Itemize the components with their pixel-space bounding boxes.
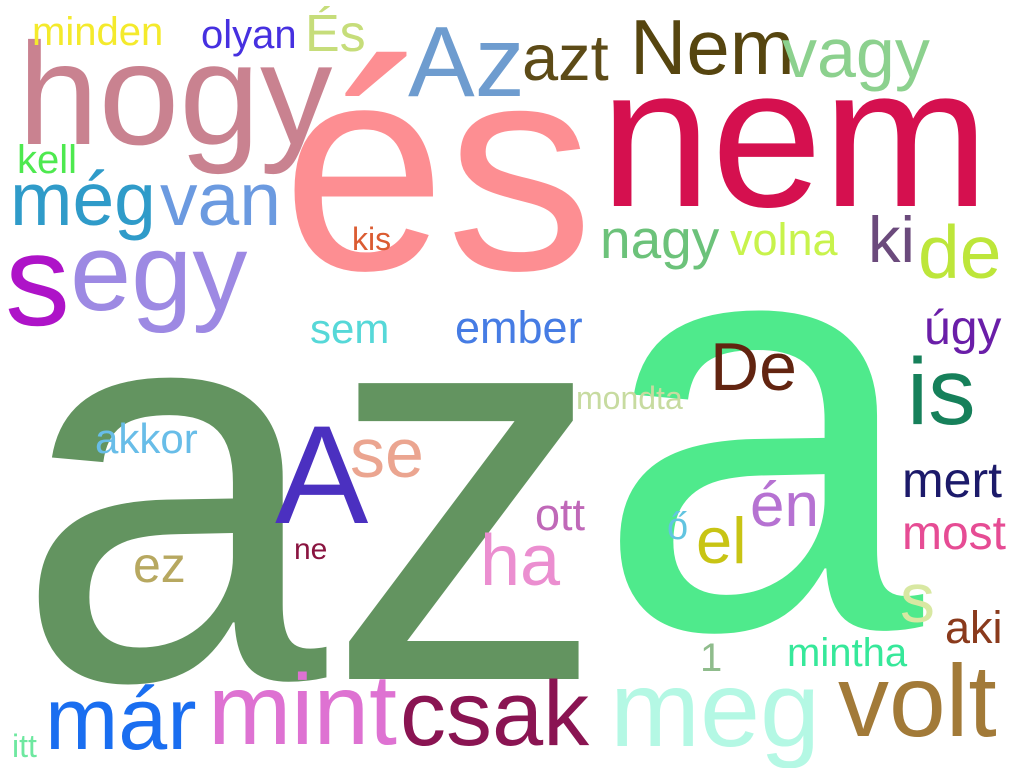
word-es-capital: És (305, 5, 366, 63)
word-nem: nem (600, 26, 990, 249)
word-a-capital: A (275, 396, 369, 553)
word-nem-capital: Nem (630, 3, 795, 91)
word-ugy: úgy (924, 302, 1002, 355)
word-az: az (15, 172, 607, 768)
word-is: is (907, 339, 976, 445)
word-a: a (595, 95, 924, 754)
word-ne: ne (294, 533, 328, 566)
word-sem: sem (310, 305, 390, 352)
word-hogy: hogy (18, 13, 333, 175)
word-mar: már (45, 669, 197, 768)
word-en: én (750, 471, 819, 540)
word-volt: volt (838, 644, 997, 758)
word-ki: ki (868, 203, 915, 276)
word-itt: itt (12, 728, 37, 764)
word-minden: minden (32, 10, 164, 54)
word-ott: ott (535, 489, 586, 540)
word-o: ő (667, 506, 689, 548)
word-van: van (160, 157, 281, 241)
word-csak: csak (400, 663, 590, 765)
word-olyan: olyan (201, 13, 297, 57)
word-mondta: mondta (576, 380, 683, 416)
word-nagy: nagy (600, 208, 720, 270)
word-s-small: s (900, 559, 935, 637)
word-one: 1 (700, 636, 723, 680)
word-mert: mert (902, 452, 1002, 508)
word-de: de (918, 210, 1002, 294)
word-s: s (5, 207, 70, 353)
word-volna: volna (730, 214, 838, 265)
word-aki: aki (945, 602, 1003, 653)
word-kell: kell (17, 138, 78, 182)
word-az-capital: Az (408, 6, 525, 118)
word-vagy: vagy (782, 14, 930, 92)
word-meg: meg (610, 648, 821, 768)
word-mintha: mintha (787, 631, 908, 675)
word-akkor: akkor (95, 415, 198, 462)
word-de-capital: De (710, 329, 797, 405)
word-se: se (350, 414, 424, 492)
word-ha: ha (480, 521, 561, 601)
word-mint: mint (208, 654, 397, 766)
word-el: el (696, 504, 747, 577)
word-es: és (282, 2, 594, 332)
word-ember: ember (455, 302, 583, 353)
word-most: most (902, 507, 1007, 560)
word-kis: kis (352, 221, 392, 257)
word-egy: egy (70, 211, 248, 334)
word-ez: ez (133, 537, 186, 593)
word-meg-accent: még (10, 157, 156, 241)
word-azt: azt (522, 21, 609, 94)
